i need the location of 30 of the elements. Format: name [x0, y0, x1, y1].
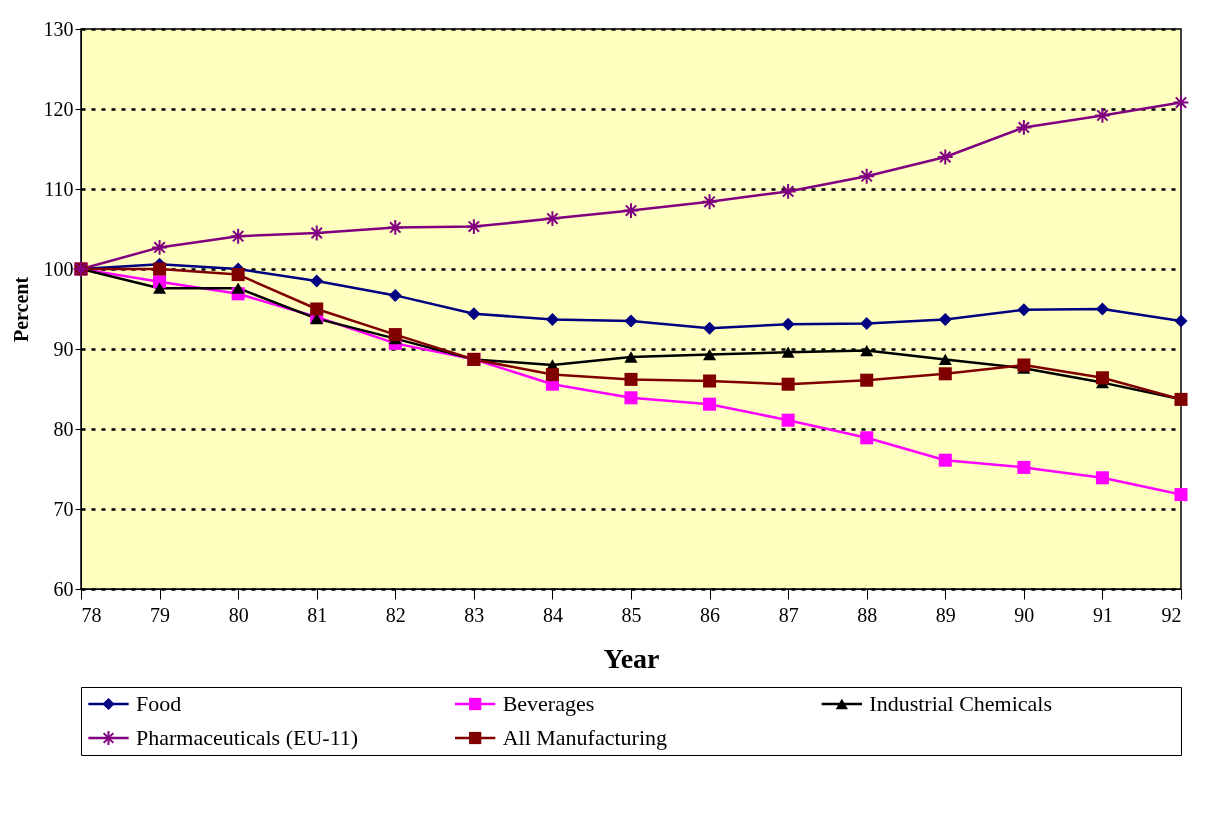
- x-tick-label: 87: [778, 603, 799, 626]
- x-tick-label: 90: [1014, 603, 1035, 626]
- x-tick-label: 84: [542, 603, 563, 626]
- x-tick-label: 85: [621, 603, 642, 626]
- y-tick-label: 100: [43, 257, 74, 280]
- x-tick-label: 81: [307, 603, 328, 626]
- x-tick-label: 88: [857, 603, 878, 626]
- x-tick-label: 83: [464, 603, 485, 626]
- legend-label: Pharmaceuticals (EU-11): [136, 725, 359, 750]
- y-tick-label: 80: [53, 417, 74, 440]
- y-axis-title: Percent: [9, 276, 32, 343]
- legend-label: Industrial Chemicals: [869, 691, 1053, 716]
- x-tick-label: 78: [81, 603, 102, 626]
- legend-label: Food: [136, 691, 182, 716]
- y-tick-label: 120: [43, 97, 74, 120]
- legend-label: Beverages: [502, 691, 595, 716]
- y-tick-label: 70: [53, 497, 74, 520]
- x-tick-label: 89: [935, 603, 956, 626]
- x-tick-label: 92: [1161, 603, 1182, 626]
- x-tick-label: 82: [385, 603, 406, 626]
- y-tick-label: 110: [44, 177, 74, 200]
- x-axis-title: Year: [603, 642, 660, 674]
- x-tick-label: 80: [228, 603, 249, 626]
- y-tick-label: 90: [53, 337, 74, 360]
- x-tick-label: 86: [700, 603, 721, 626]
- y-tick-label: 130: [43, 17, 74, 40]
- x-tick-label: 91: [1092, 603, 1113, 626]
- legend-label: All Manufacturing: [502, 725, 668, 750]
- x-tick-label: 79: [150, 603, 171, 626]
- y-tick-label: 60: [53, 577, 74, 600]
